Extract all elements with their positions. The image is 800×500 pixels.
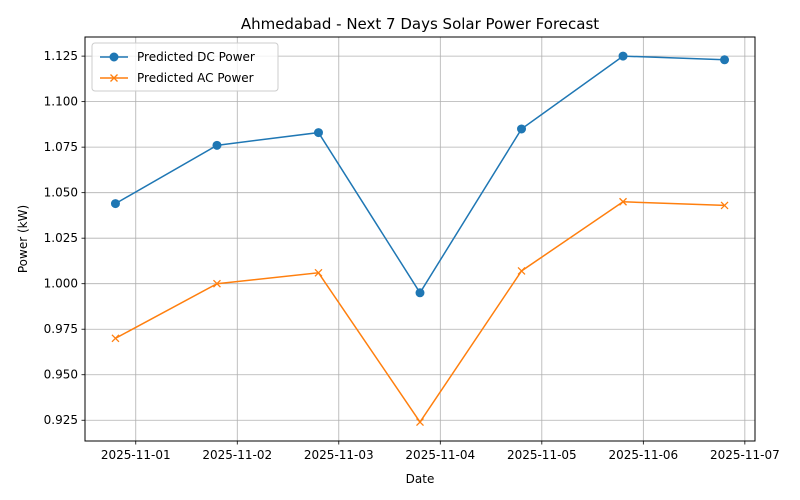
legend-label: Predicted AC Power (137, 71, 254, 85)
chart-title: Ahmedabad - Next 7 Days Solar Power Fore… (241, 15, 599, 33)
x-axis-label: Date (406, 472, 435, 486)
y-axis-label: Power (kW) (16, 205, 30, 273)
x-tick-label: 2025-11-01 (101, 448, 171, 462)
legend: Predicted DC Power Predicted AC Power (91, 42, 279, 92)
axes-frame (84, 36, 756, 442)
data-point (517, 124, 527, 134)
data-point (618, 51, 628, 61)
series-dc-power (110, 51, 730, 298)
y-tick-label: 1.025 (44, 231, 78, 245)
series-ac-power (111, 197, 729, 427)
y-tick-label: 0.925 (44, 413, 78, 427)
x-tick-label: 2025-11-05 (507, 448, 577, 462)
x-tick-label: 2025-11-02 (202, 448, 272, 462)
data-point (313, 128, 323, 138)
data-point (111, 334, 120, 343)
y-tick-label: 1.050 (44, 186, 78, 200)
x-axis: 2025-11-01 2025-11-02 2025-11-03 2025-11-04… (101, 441, 780, 462)
data-point (720, 55, 730, 65)
data-point (212, 140, 222, 150)
plot-area (110, 51, 730, 427)
data-point (314, 268, 323, 277)
y-tick-label: 0.975 (44, 322, 78, 336)
x-tick-label: 2025-11-06 (608, 448, 678, 462)
data-point (213, 279, 221, 288)
y-axis: 0.925 0.950 0.975 1.000 1.025 1.050 1.075 1.100… (44, 49, 85, 427)
y-tick-label: 1.000 (44, 277, 78, 291)
data-point (110, 199, 120, 209)
data-point (619, 197, 627, 206)
legend-marker (109, 52, 119, 62)
grid (85, 37, 755, 441)
x-tick-label: 2025-11-07 (710, 448, 780, 462)
legend-marker (110, 74, 118, 82)
y-tick-label: 0.950 (44, 368, 78, 382)
y-tick-label: 1.075 (44, 140, 78, 154)
legend-box (91, 42, 279, 92)
data-point (415, 288, 425, 298)
y-tick-label: 1.100 (44, 95, 78, 109)
series-line (115, 55, 725, 295)
legend-label: Predicted DC Power (137, 50, 255, 64)
y-tick-label: 1.125 (44, 49, 78, 63)
data-point (720, 201, 729, 210)
data-point (416, 418, 424, 427)
data-point (517, 266, 526, 275)
x-tick-label: 2025-11-03 (304, 448, 374, 462)
x-tick-label: 2025-11-04 (405, 448, 475, 462)
series-line (115, 201, 725, 424)
